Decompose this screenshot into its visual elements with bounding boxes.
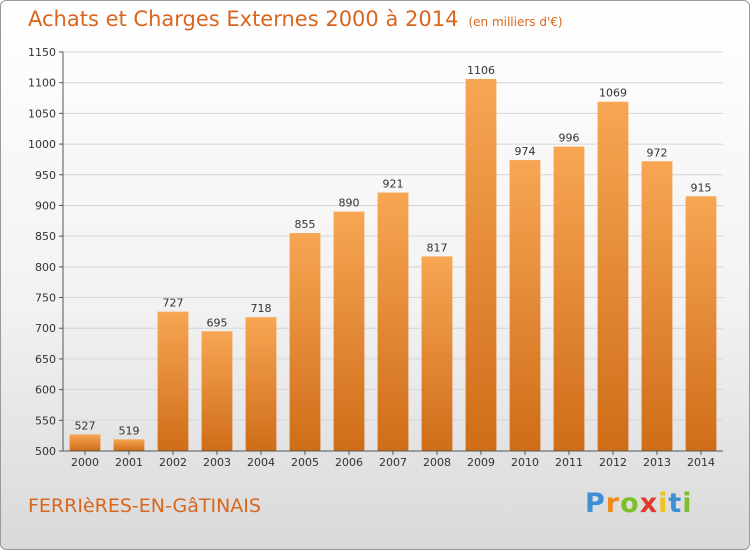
- x-tick-label: 2012: [599, 456, 627, 469]
- x-tick-label: 2005: [291, 456, 319, 469]
- data-label: 921: [383, 178, 404, 191]
- data-label: 519: [119, 424, 140, 437]
- chart-title: Achats et Charges Externes 2000 à 2014 (e…: [28, 7, 563, 31]
- commune-name: FERRIèRES-EN-GâTINAIS: [28, 495, 261, 517]
- bar: [377, 192, 409, 451]
- x-tick-label: 2010: [511, 456, 539, 469]
- y-tick-label: 1100: [28, 77, 56, 90]
- x-tick-label: 2011: [555, 456, 583, 469]
- logo-letter: i: [658, 488, 669, 519]
- bars: [69, 79, 717, 452]
- y-tick-label: 600: [35, 384, 56, 397]
- data-label: 817: [427, 241, 448, 254]
- data-label: 695: [207, 316, 228, 329]
- y-tick-label: 750: [35, 292, 56, 305]
- x-tick-label: 2004: [247, 456, 275, 469]
- proxiti-logo: Proxiti: [585, 488, 693, 519]
- logo-letter: o: [620, 488, 640, 519]
- y-tick-label: 850: [35, 230, 56, 243]
- bar: [509, 160, 541, 451]
- x-tick-label: 2014: [687, 456, 715, 469]
- bar: [201, 331, 233, 451]
- bar: [641, 161, 673, 451]
- data-label: 915: [691, 181, 712, 194]
- y-tick-label: 900: [35, 199, 56, 212]
- logo-letter: x: [639, 488, 659, 519]
- y-tick-label: 1050: [28, 107, 56, 120]
- bar: [333, 211, 365, 451]
- data-label: 1069: [599, 87, 627, 100]
- bar: [553, 146, 585, 452]
- data-labels: 527 519 727 695 718 855 890 921 817 1106 974 996 106…: [75, 64, 712, 437]
- x-tick-label: 2008: [423, 456, 451, 469]
- bar: [113, 439, 145, 451]
- data-label: 855: [295, 218, 316, 231]
- title-text: Achats et Charges Externes 2000 à 2014: [28, 7, 459, 31]
- data-label: 972: [647, 146, 668, 159]
- x-tick-label: 2007: [379, 456, 407, 469]
- bar: [245, 317, 277, 451]
- x-tick-label: 2000: [71, 456, 99, 469]
- data-label: 974: [515, 145, 536, 158]
- y-tick-label: 1150: [28, 46, 56, 59]
- x-tick-label: 2009: [467, 456, 495, 469]
- bar: [597, 101, 629, 452]
- x-tick-label: 2001: [115, 456, 143, 469]
- x-tick-label: 2013: [643, 456, 671, 469]
- y-tick-label: 950: [35, 169, 56, 182]
- data-label: 527: [75, 419, 96, 432]
- logo-letter: P: [585, 488, 606, 519]
- data-label: 727: [163, 297, 184, 310]
- bar: [69, 434, 101, 451]
- y-tick-label: 650: [35, 353, 56, 366]
- bar: [685, 196, 717, 451]
- bar: [157, 311, 189, 451]
- data-label: 1106: [467, 64, 495, 77]
- data-label: 718: [251, 302, 272, 315]
- axes: 500 550 600 650 700 750 800 850 900 950 1000 1050 11…: [28, 46, 723, 469]
- x-tick-label: 2002: [159, 456, 187, 469]
- logo-letter: r: [605, 488, 621, 519]
- logo-letter: t: [668, 488, 683, 519]
- chart-subtitle: (en milliers d'€): [468, 15, 563, 29]
- bar: [421, 256, 453, 451]
- y-tick-label: 1000: [28, 138, 56, 151]
- x-tick-label: 2006: [335, 456, 363, 469]
- x-tick-label: 2003: [203, 456, 231, 469]
- y-tick-label: 700: [35, 322, 56, 335]
- bar: [465, 79, 497, 452]
- y-tick-label: 550: [35, 414, 56, 427]
- bar: [289, 233, 321, 451]
- logo-letter: i: [682, 488, 693, 519]
- data-label: 996: [559, 132, 580, 145]
- y-tick-label: 500: [35, 445, 56, 458]
- y-tick-label: 800: [35, 261, 56, 274]
- data-label: 890: [339, 197, 360, 210]
